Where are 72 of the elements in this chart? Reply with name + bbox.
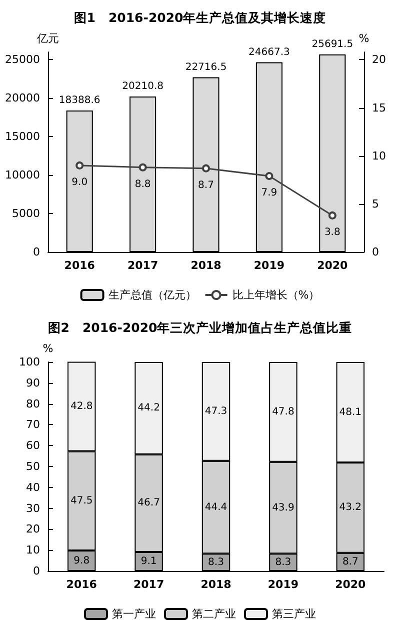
y-tick-label: 30 — [26, 502, 40, 515]
y-tick-label: 0 — [33, 564, 40, 578]
data-label: 9.1 — [140, 556, 157, 567]
point — [202, 164, 210, 172]
x-tick-label: 2018 — [190, 259, 222, 272]
data-label: 22716.5 — [185, 62, 227, 73]
point — [138, 163, 147, 172]
data-label: 25691.5 — [312, 38, 354, 50]
data-label: 8.7 — [198, 180, 214, 191]
legend-label: 比上年增长（%） — [232, 288, 320, 302]
x-tick-label: 2019 — [268, 578, 299, 591]
x-tick-label: 2018 — [200, 578, 232, 591]
y2-axis-title: % — [358, 32, 370, 45]
point — [328, 211, 336, 220]
data-label: 47.5 — [70, 495, 93, 506]
y-axis-title: 亿元 — [36, 32, 59, 45]
legend-label: 生产总值（亿元） — [108, 288, 196, 302]
y-tick-label: 80 — [26, 397, 40, 410]
legend-label: 第三产业 — [272, 608, 316, 620]
data-label: 8.7 — [342, 556, 358, 568]
data-label: 47.3 — [204, 406, 228, 417]
data-label: 43.9 — [272, 502, 294, 514]
y-tick-label: 70 — [26, 418, 40, 432]
y2-tick-label: 5 — [372, 197, 379, 210]
data-label: 42.8 — [70, 401, 93, 412]
data-label: 47.8 — [272, 406, 294, 418]
data-label: 9.8 — [74, 555, 90, 566]
data-label: 48.1 — [339, 406, 362, 418]
data-label: 46.7 — [138, 498, 160, 509]
data-label: 8.3 — [275, 556, 292, 568]
point — [76, 161, 84, 170]
x-tick-label: 2016 — [66, 578, 98, 591]
x-tick-label: 2017 — [127, 259, 158, 272]
legend-label: 第二产业 — [192, 608, 236, 620]
data-label: 8.3 — [208, 556, 224, 568]
chart-title: 图2 2016-2020年三次产业增加值占生产总值比重 — [48, 320, 352, 335]
y-tick-label: 15000 — [5, 130, 40, 144]
y-tick-label: 100 — [19, 356, 40, 368]
x-tick-label: 2017 — [133, 578, 164, 591]
y-tick-label: 5000 — [12, 207, 40, 220]
x-tick-label: 2019 — [254, 259, 285, 272]
x-tick-label: 2016 — [64, 259, 96, 272]
point — [265, 172, 274, 180]
y2-tick-label: 20 — [372, 53, 386, 66]
x-tick-label: 2020 — [335, 578, 366, 591]
data-label: 7.9 — [261, 188, 278, 199]
y-tick-label: 40 — [26, 480, 40, 494]
data-label: 20210.8 — [122, 81, 164, 92]
y-tick-label: 0 — [33, 246, 40, 258]
y-tick-label: 10 — [26, 544, 40, 557]
y2-tick-label: 15 — [372, 101, 386, 114]
data-label: 43.2 — [339, 502, 362, 514]
y-tick-label: 25000 — [5, 53, 40, 66]
y-tick-label: 60 — [26, 439, 40, 452]
y-tick-label: 20000 — [5, 92, 40, 105]
chart-title: 图1 2016-2020年生产总值及其增长速度 — [74, 10, 326, 25]
x-tick-label: 2020 — [317, 259, 348, 272]
y-tick-label: 50 — [26, 460, 40, 473]
data-label: 24667.3 — [248, 46, 290, 58]
legend-label: 第一产业 — [112, 608, 156, 620]
y-tick-label: 20 — [26, 522, 40, 536]
y2-tick-label: 10 — [372, 149, 386, 162]
data-label: 44.2 — [138, 402, 160, 414]
data-label: 8.8 — [134, 178, 151, 190]
y2-tick-label: 0 — [372, 246, 379, 258]
y-axis-title: % — [42, 342, 54, 355]
data-label: 44.4 — [204, 502, 228, 513]
data-label: 18388.6 — [58, 95, 100, 106]
y-tick-label: 90 — [26, 376, 40, 390]
data-label: 3.8 — [324, 226, 340, 238]
y-tick-label: 10000 — [5, 168, 40, 182]
data-label: 9.0 — [72, 176, 88, 188]
